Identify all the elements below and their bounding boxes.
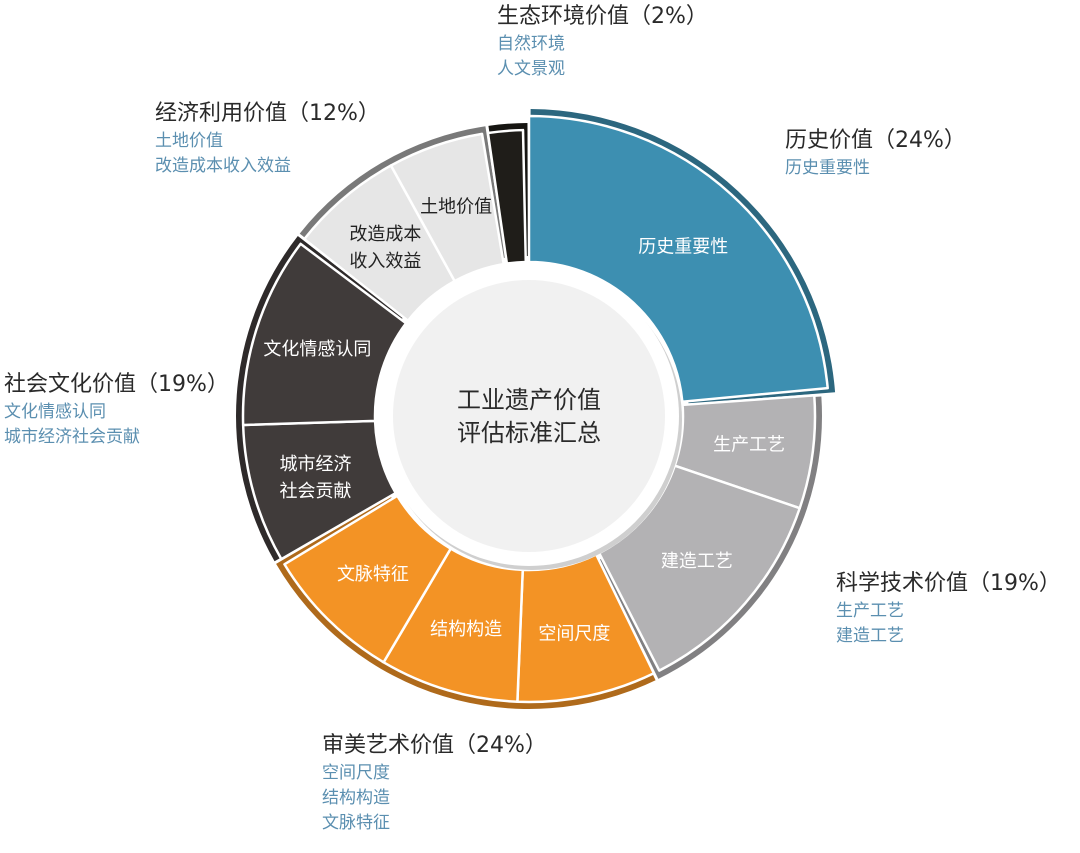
callout-aesthetic-title: 审美艺术价值（24%） — [322, 733, 547, 758]
callout-history-item: 历史重要性 — [785, 158, 870, 178]
callout-social-item: 城市经济社会贡献 — [4, 427, 140, 447]
slice-label: 改造成本收入效益 — [349, 223, 421, 271]
callout-social-item: 文化情感认同 — [4, 402, 106, 422]
slice-label: 文脉特征 — [337, 563, 409, 584]
callout-economic-title: 经济利用价值（12%） — [155, 101, 380, 126]
callout-economic-item: 土地价值 — [155, 131, 223, 151]
callout-tech-item: 建造工艺 — [836, 626, 904, 646]
slice-土地价值 — [389, 132, 505, 283]
callout-aesthetic: 审美艺术价值（24%） 空间尺度 结构构造 文脉特征 — [322, 731, 547, 836]
slice-layer — [241, 114, 829, 704]
callout-tech-title: 科学技术价值（19%） — [836, 571, 1061, 596]
slice-生态环境价值 — [486, 128, 528, 265]
slice-label: 生产工艺 — [713, 434, 785, 455]
slice-label: 土地价值 — [420, 196, 492, 217]
slice-文化情感认同 — [241, 242, 408, 427]
callout-tech: 科学技术价值（19%） 生产工艺 建造工艺 — [836, 569, 1061, 649]
callout-aesthetic-item: 文脉特征 — [322, 813, 390, 833]
callout-economic-item: 改造成本收入效益 — [155, 156, 291, 176]
callout-eco-item: 自然环境 — [497, 34, 565, 54]
center-label: 工业遗产价值评估标准汇总 — [457, 386, 601, 447]
slice-label: 空间尺度 — [538, 623, 610, 644]
callout-economic: 经济利用价值（12%） 土地价值 改造成本收入效益 — [155, 99, 380, 179]
callout-eco: 生态环境价值（2%） 自然环境 人文景观 — [497, 2, 708, 82]
slice-label: 结构构造 — [430, 618, 502, 639]
slice-文脉特征 — [283, 494, 452, 664]
slice-label: 建造工艺 — [661, 551, 733, 572]
callout-eco-item: 人文景观 — [497, 59, 565, 79]
callout-history: 历史价值（24%） 历史重要性 — [785, 126, 966, 181]
slice-label: 历史重要性 — [638, 236, 728, 257]
callout-aesthetic-item: 结构构造 — [322, 788, 390, 808]
slice-label: 文化情感认同 — [263, 338, 371, 359]
slice-label: 城市经济社会贡献 — [280, 453, 352, 501]
callout-social: 社会文化价值（19%） 文化情感认同 城市经济社会贡献 — [4, 370, 229, 450]
callout-social-title: 社会文化价值（19%） — [4, 372, 229, 397]
callout-tech-item: 生产工艺 — [836, 601, 904, 621]
callout-eco-title: 生态环境价值（2%） — [497, 4, 708, 29]
center-disc — [393, 280, 665, 552]
slice-历史重要性 — [527, 114, 829, 403]
callout-aesthetic-item: 空间尺度 — [322, 763, 390, 783]
callout-history-title: 历史价值（24%） — [785, 128, 966, 153]
